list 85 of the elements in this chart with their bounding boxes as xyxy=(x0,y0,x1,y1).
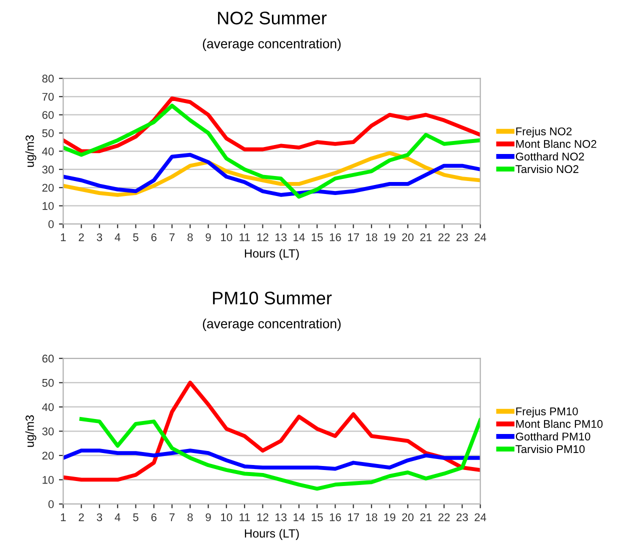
x-axis-title: Hours (LT) xyxy=(244,248,299,260)
y-tick-label: 40 xyxy=(42,147,54,156)
x-tick-label: 3 xyxy=(96,233,102,242)
y-tick-label: 30 xyxy=(42,427,54,436)
x-tick-label: 7 xyxy=(169,513,175,522)
x-tick-label: 4 xyxy=(114,513,120,522)
y-tick-label: 20 xyxy=(42,184,54,192)
chart-title: PM10 Summer xyxy=(213,292,332,304)
x-tick-label: 12 xyxy=(257,513,268,522)
x-tick-label: 16 xyxy=(330,513,341,522)
y-tick-label: 10 xyxy=(42,202,54,210)
x-tick-label: 2 xyxy=(78,513,84,522)
x-tick-label: 23 xyxy=(456,233,468,242)
x-tick-label: 7 xyxy=(169,233,175,242)
line-series xyxy=(63,448,480,471)
x-tick-label: 2 xyxy=(78,233,84,242)
x-tick-label: 16 xyxy=(330,233,341,242)
x-tick-label: 6 xyxy=(151,233,156,242)
y-tick-label: 60 xyxy=(42,354,54,363)
x-tick-label: 8 xyxy=(188,233,193,242)
y-tick-label: 20 xyxy=(42,452,54,460)
x-tick-label: 10 xyxy=(221,513,232,522)
legend-label: Gotthard PM10 xyxy=(516,432,590,440)
x-tick-label: 11 xyxy=(240,513,250,522)
chart-title: NO2 Summer xyxy=(218,12,327,24)
y-tick-label: 80 xyxy=(42,74,54,83)
x-tick-label: 9 xyxy=(206,233,211,242)
line-series xyxy=(79,417,480,491)
x-tick-label: 20 xyxy=(402,513,414,522)
y-tick-label: 50 xyxy=(42,378,54,387)
chart-subtitle: (average concentration) xyxy=(202,38,341,51)
x-tick-label: 18 xyxy=(366,513,378,522)
y-tick-label: 70 xyxy=(42,92,54,101)
x-tick-label: 21 xyxy=(420,233,432,242)
x-tick-label: 13 xyxy=(275,513,287,522)
x-tick-label: 24 xyxy=(474,513,486,522)
y-tick-label: 0 xyxy=(48,220,54,228)
chart-subtitle: (average concentration) xyxy=(202,318,341,331)
x-tick-label: 14 xyxy=(294,513,305,522)
x-tick-label: 15 xyxy=(312,233,323,242)
legend-label: Tarvisio NO2 xyxy=(516,164,578,174)
x-tick-label: 1 xyxy=(60,513,66,522)
legend-label: Frejus PM10 xyxy=(516,407,578,418)
y-tick-label: 0 xyxy=(48,500,54,508)
legend-label: Mont Blanc PM10 xyxy=(516,420,603,428)
x-tick-label: 9 xyxy=(206,513,211,522)
legend-label: Gotthard NO2 xyxy=(516,152,584,160)
legend-label: Frejus NO2 xyxy=(516,127,572,138)
x-tick-label: 1 xyxy=(60,233,66,242)
x-tick-label: 13 xyxy=(275,233,287,242)
x-tick-label: 5 xyxy=(133,513,138,522)
x-tick-label: 24 xyxy=(474,233,486,242)
x-tick-label: 19 xyxy=(384,513,396,522)
y-axis-title: ug/m3 xyxy=(25,415,36,447)
y-tick-label: 60 xyxy=(42,111,54,119)
y-tick-label: 50 xyxy=(42,129,54,138)
legend-label: Tarvisio PM10 xyxy=(516,444,585,454)
y-tick-label: 10 xyxy=(42,476,54,484)
x-tick-label: 19 xyxy=(384,233,396,242)
line-series xyxy=(63,380,480,482)
x-tick-label: 23 xyxy=(456,513,468,522)
x-tick-label: 4 xyxy=(114,233,120,242)
x-tick-label: 5 xyxy=(133,233,138,242)
x-tick-label: 17 xyxy=(348,513,359,522)
x-tick-label: 21 xyxy=(420,513,432,522)
x-tick-label: 11 xyxy=(240,233,250,242)
x-tick-label: 22 xyxy=(438,513,450,522)
x-tick-label: 18 xyxy=(366,233,378,242)
x-tick-label: 6 xyxy=(151,513,156,522)
x-axis-title: Hours (LT) xyxy=(244,528,299,540)
x-tick-label: 14 xyxy=(294,233,305,242)
x-tick-label: 10 xyxy=(221,233,232,242)
x-tick-label: 15 xyxy=(312,513,323,522)
x-tick-label: 12 xyxy=(257,233,268,242)
line-series xyxy=(63,104,480,199)
legend-label: Mont Blanc NO2 xyxy=(516,140,596,148)
y-axis-title: ug/m3 xyxy=(25,135,36,167)
x-tick-label: 3 xyxy=(96,513,102,522)
x-tick-label: 17 xyxy=(348,233,359,242)
y-tick-label: 30 xyxy=(42,166,54,174)
y-tick-label: 40 xyxy=(42,403,54,412)
x-tick-label: 8 xyxy=(188,513,193,522)
x-tick-label: 22 xyxy=(438,233,450,242)
line-series xyxy=(63,96,480,154)
x-tick-label: 20 xyxy=(402,233,414,242)
